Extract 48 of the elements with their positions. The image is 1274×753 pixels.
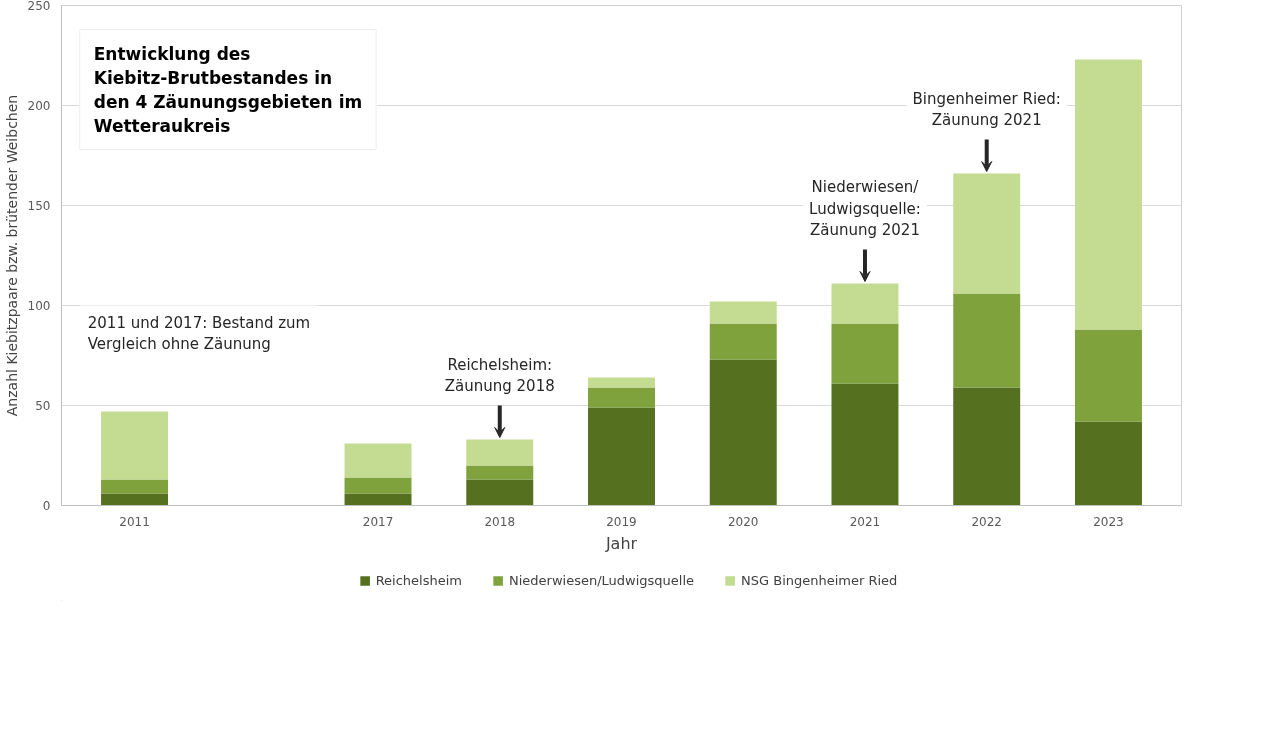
bar xyxy=(953,293,1021,388)
text: Entwicklung des Kiebitz-Brutbestandes in den 4 Zäunungsgebieten im Wetteraukreis xyxy=(93,43,363,136)
bar xyxy=(831,323,899,384)
bar xyxy=(344,493,412,506)
annotation: Reichelsheim: Zäunung 2018 xyxy=(444,355,555,396)
y-tick-label: 250 xyxy=(27,0,51,13)
bar xyxy=(709,359,777,506)
bar xyxy=(466,479,534,506)
legend-label: Niederwiesen/Ludwigsquelle xyxy=(508,572,695,588)
x-axis-title: Jahr xyxy=(604,533,638,553)
x-tick-label: 2019 xyxy=(606,514,637,529)
annotation: Bingenheimer Ried: Zäunung 2021 xyxy=(912,89,1061,130)
bar xyxy=(1074,421,1142,506)
annotation: Niederwiesen/Ludwigsquelle: Zäunung 2021 xyxy=(809,178,921,240)
x-tick-label: 2022 xyxy=(971,514,1002,529)
y-tick-label: 0 xyxy=(42,499,51,513)
legend-label: NSG Bingenheimer Ried xyxy=(741,572,898,588)
bar xyxy=(709,323,777,360)
bar xyxy=(953,173,1021,294)
bar xyxy=(831,383,899,506)
x-tick-label: 2011 xyxy=(119,514,150,529)
y-tick-label: 100 xyxy=(27,299,51,313)
bar xyxy=(709,301,777,324)
bar xyxy=(101,479,169,494)
x-tick-label: 2017 xyxy=(362,514,394,529)
bar xyxy=(588,407,655,506)
bar xyxy=(466,465,534,480)
x-tick-label: 2023 xyxy=(1093,514,1124,529)
y-tick-label: 200 xyxy=(27,99,51,113)
x-tick-label: 2020 xyxy=(727,514,759,529)
x-tick-label: 2021 xyxy=(849,514,881,529)
y-tick-label: 50 xyxy=(35,399,51,413)
bar xyxy=(344,477,412,494)
bar xyxy=(831,283,899,324)
legend-label: Reichelsheim xyxy=(375,572,462,588)
bar xyxy=(1074,59,1142,330)
bar xyxy=(588,387,655,408)
y-axis-title: Anzahl Kiebitzpaare bzw. brütender Weibchen xyxy=(3,94,20,417)
bar xyxy=(101,411,169,480)
x-tick-label: 2018 xyxy=(484,514,516,529)
annotation: 2011 und 2017: Bestand zum Vergleich ohne Zäunung xyxy=(87,313,311,354)
bar xyxy=(344,443,412,478)
bar xyxy=(466,439,534,466)
bar xyxy=(1074,329,1142,422)
bar xyxy=(588,377,655,388)
bar xyxy=(953,387,1021,506)
y-tick-label: 150 xyxy=(27,199,51,213)
bar xyxy=(101,493,169,506)
